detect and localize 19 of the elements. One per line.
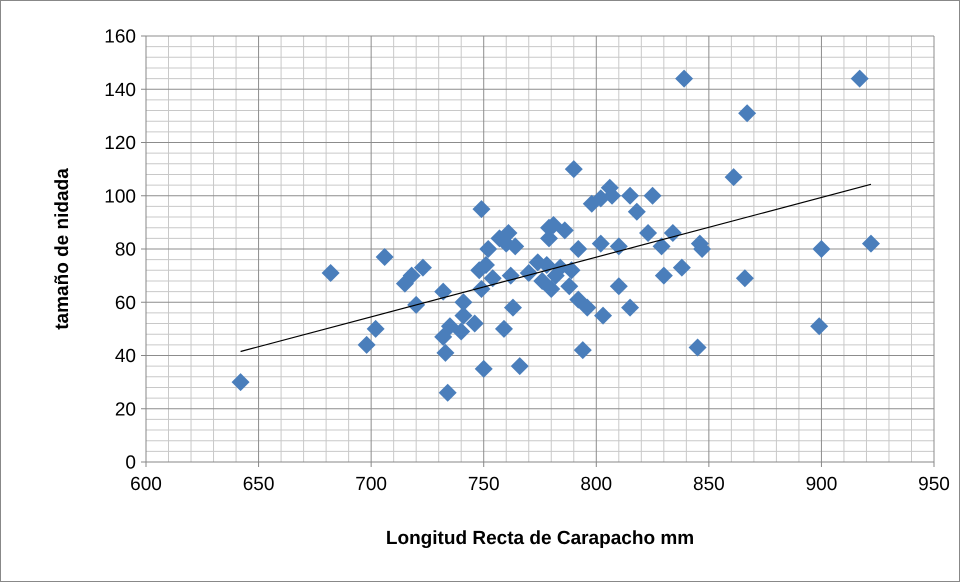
x-tick-label: 850: [693, 474, 725, 495]
y-tick-label: 120: [104, 133, 136, 154]
y-tick-label: 20: [114, 399, 136, 420]
y-axis-title: tamaño de nidada: [52, 168, 73, 330]
x-tick-label: 900: [806, 474, 838, 495]
x-axis-title: Longitud Recta de Carapacho mm: [386, 528, 694, 549]
y-tick-label: 0: [125, 452, 136, 474]
x-tick-label: 700: [355, 474, 387, 495]
x-tick-label: 800: [580, 474, 612, 495]
x-tick-label: 600: [130, 474, 162, 495]
x-tick-label: 650: [242, 474, 274, 495]
y-tick-label: 40: [114, 346, 136, 368]
y-tick-label: 80: [114, 240, 136, 261]
y-tick-label: 160: [104, 26, 136, 48]
y-tick-label: 100: [104, 186, 136, 208]
x-tick-label: 950: [918, 474, 950, 495]
y-tick-label: 60: [114, 292, 136, 314]
x-tick-label: 750: [468, 474, 500, 495]
y-tick-label: 140: [104, 80, 136, 101]
